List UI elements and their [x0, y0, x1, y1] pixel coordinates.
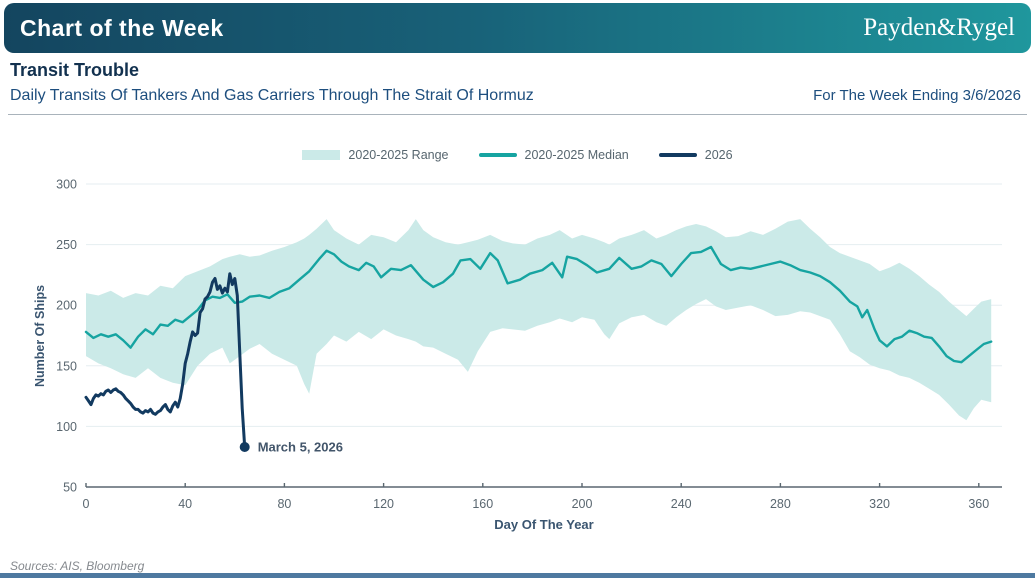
sources-note: Sources: AIS, Bloomberg: [10, 559, 145, 573]
page-title: Chart of the Week: [20, 14, 224, 41]
svg-text:160: 160: [472, 497, 493, 511]
svg-text:March 5, 2026: March 5, 2026: [258, 440, 343, 455]
subtitle-row: Daily Transits Of Tankers And Gas Carrie…: [10, 87, 1021, 105]
svg-text:150: 150: [56, 359, 77, 373]
svg-text:50: 50: [63, 481, 77, 495]
svg-text:360: 360: [968, 497, 989, 511]
header-bar: Chart of the Week Payden&Rygel: [4, 3, 1031, 53]
svg-text:200: 200: [56, 299, 77, 313]
svg-text:300: 300: [56, 178, 77, 192]
legend-item-2026: 2026: [658, 148, 733, 162]
svg-text:40: 40: [178, 497, 192, 511]
svg-text:200: 200: [572, 497, 593, 511]
svg-text:280: 280: [770, 497, 791, 511]
week-ending-note: For The Week Ending 3/6/2026: [813, 87, 1021, 104]
svg-text:320: 320: [869, 497, 890, 511]
svg-text:80: 80: [277, 497, 291, 511]
median-line-swatch: [478, 153, 517, 157]
divider: [8, 114, 1027, 115]
svg-text:Day Of The Year: Day Of The Year: [494, 517, 593, 532]
line-2026-swatch: [658, 153, 697, 157]
svg-text:Number Of Ships: Number Of Ships: [33, 285, 47, 387]
legend-label-median: 2020-2025 Median: [524, 148, 629, 162]
range-band-swatch: [302, 150, 341, 160]
footer-accent-bar: [0, 573, 1035, 578]
svg-text:120: 120: [373, 497, 394, 511]
legend-item-median: 2020-2025 Median: [478, 148, 629, 162]
legend-label-range: 2020-2025 Range: [348, 148, 449, 162]
legend-item-range: 2020-2025 Range: [302, 148, 449, 162]
svg-text:240: 240: [671, 497, 692, 511]
chart-subtitle: Daily Transits Of Tankers And Gas Carrie…: [10, 87, 534, 104]
legend-label-2026: 2026: [704, 148, 733, 162]
svg-text:250: 250: [56, 238, 77, 252]
chart-title: Transit Trouble: [10, 60, 140, 80]
legend: 2020-2025 Range 2020-2025 Median 2026: [0, 148, 1035, 162]
svg-text:0: 0: [83, 497, 90, 511]
svg-text:100: 100: [56, 420, 77, 434]
brand-logo: Payden&Rygel: [863, 14, 1015, 41]
